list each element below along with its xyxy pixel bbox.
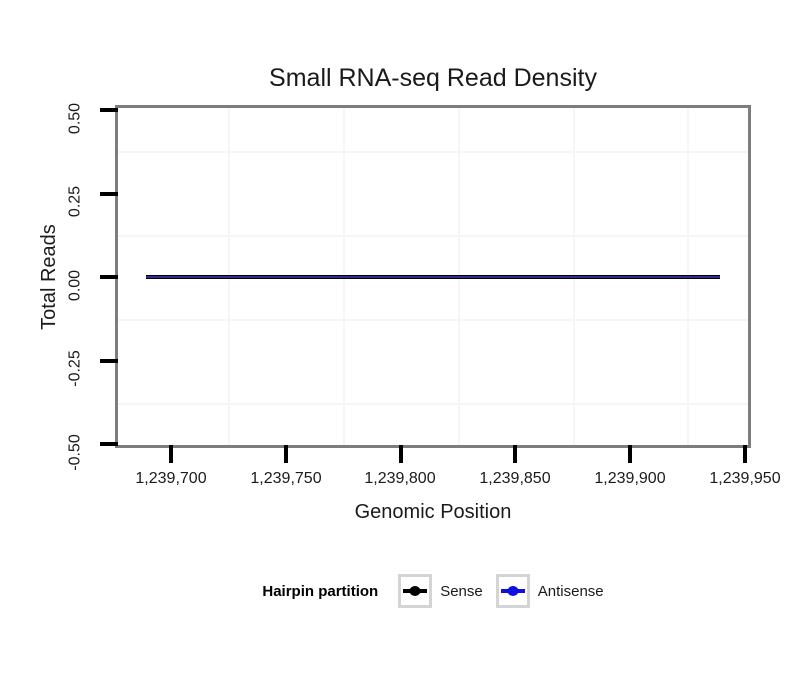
legend-label-antisense: Antisense: [537, 582, 604, 600]
y-tick: [100, 108, 118, 112]
legend-key-sense: [398, 574, 433, 608]
x-tick-label: 1,239,900: [594, 470, 666, 487]
x-tick-label: 1,239,950: [709, 470, 781, 487]
legend-entry-antisense: Antisense: [495, 574, 604, 608]
x-tick: [284, 445, 288, 463]
minor-gridline-horizontal: [118, 235, 748, 237]
x-axis-title: Genomic Position: [354, 501, 512, 523]
legend-entry-sense: Sense: [398, 574, 483, 608]
y-tick-label: -0.25: [66, 350, 84, 387]
x-tick-label: 1,239,800: [364, 470, 436, 487]
y-tick: [100, 442, 118, 446]
y-tick-label: 0.50: [66, 102, 84, 135]
x-tick: [628, 445, 632, 463]
plot-panel: [118, 108, 748, 445]
legend-title: Hairpin partition: [262, 582, 379, 600]
x-tick: [743, 445, 747, 463]
y-tick: [100, 192, 118, 196]
chart-title: Small RNA-seq Read Density: [269, 64, 597, 92]
minor-gridline-horizontal: [118, 319, 748, 321]
minor-gridline-horizontal: [118, 151, 748, 153]
x-tick: [399, 445, 403, 463]
x-tick-label: 1,239,750: [250, 470, 322, 487]
legend: Hairpin partition Sense Antisense: [118, 572, 748, 610]
legend-label-sense: Sense: [440, 582, 483, 600]
y-tick: [100, 359, 118, 363]
x-tick: [513, 445, 517, 463]
point-glyph-icon: [409, 586, 421, 596]
point-glyph-icon: [507, 586, 519, 596]
x-tick-label: 1,239,700: [135, 470, 207, 487]
legend-key-antisense: [495, 574, 530, 608]
x-tick-label: 1,239,850: [479, 470, 551, 487]
y-tick-label: 0.25: [66, 185, 84, 218]
y-tick-label: -0.50: [66, 434, 84, 471]
minor-gridline-horizontal: [118, 403, 748, 405]
y-axis-title: Total Reads: [38, 224, 60, 330]
y-tick-label: 0.00: [66, 269, 84, 302]
y-tick: [100, 275, 118, 279]
x-tick: [169, 445, 173, 463]
series-line-antisense: [145, 275, 721, 278]
